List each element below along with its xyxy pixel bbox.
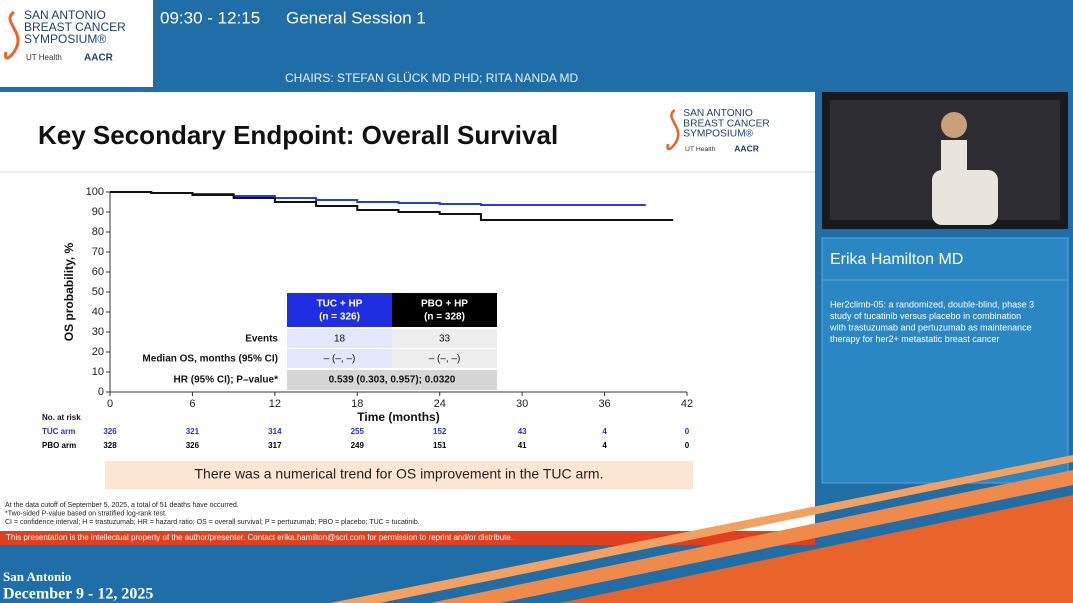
y-tick-label: 100	[86, 186, 104, 198]
risk-value: 4	[602, 441, 607, 450]
risk-value: 43	[518, 427, 527, 436]
inset-cell	[392, 329, 497, 348]
speaker-box	[821, 237, 1069, 484]
stripe	[330, 455, 1073, 603]
presenter-body	[941, 140, 967, 175]
risk-value: 0	[685, 441, 690, 450]
logo-text: SYMPOSIUM®	[24, 32, 106, 46]
y-axis-label: OS probability, %	[62, 242, 76, 341]
y-tick-label: 20	[92, 346, 104, 358]
footnote: CI = confidence interval; H = trastuzuma…	[5, 519, 420, 526]
y-tick-label: 80	[92, 226, 104, 238]
x-tick-label: 36	[598, 398, 610, 410]
x-tick-label: 18	[351, 398, 363, 410]
slide-title: Key Secondary Endpoint: Overall Survival	[38, 120, 558, 150]
risk-value: 314	[268, 427, 282, 436]
inset-value: 33	[439, 334, 451, 345]
logo-text: SAN ANTONIO	[24, 8, 106, 22]
inset-row-label: Events	[245, 334, 278, 345]
y-tick-label: 40	[92, 306, 104, 318]
inset-header-text: PBO + HP	[421, 299, 468, 310]
risk-value: 0	[685, 427, 690, 436]
logo-ribbon	[666, 108, 680, 151]
logo-ut: UT Health	[685, 146, 716, 153]
y-tick-label: 90	[92, 206, 104, 218]
y-tick-label: 30	[92, 326, 104, 338]
speaker-name: Erika Hamilton MD	[830, 251, 963, 268]
ip-notice: This presentation is the intellectual pr…	[6, 533, 513, 542]
inset-cell	[287, 370, 497, 390]
risk-value: 317	[268, 441, 282, 450]
presenter-head	[941, 112, 967, 138]
x-tick-label: 6	[189, 398, 195, 410]
inset-header	[287, 293, 392, 327]
logo-aacr: AACR	[734, 143, 759, 153]
x-tick-label: 30	[516, 398, 528, 410]
logo-ribbon	[4, 10, 20, 60]
banner: There was a numerical trend for OS impro…	[194, 466, 603, 482]
risk-value: 152	[433, 427, 447, 436]
stripe	[430, 470, 1073, 603]
risk-value: 255	[351, 427, 365, 436]
x-tick-label: 0	[107, 398, 113, 410]
risk-value: 151	[433, 441, 447, 450]
inset-header-text: (n = 328)	[424, 312, 465, 323]
logo-ut: UT Health	[26, 53, 62, 62]
risk-value: 326	[186, 441, 200, 450]
ip-bar	[0, 531, 815, 545]
inset-value: – (–, –)	[324, 354, 356, 365]
footer-city: San Antonio	[3, 569, 71, 584]
logo-box	[0, 0, 153, 87]
logo-text: SYMPOSIUM®	[683, 128, 753, 139]
risk-row-name: TUC arm	[42, 427, 75, 436]
risk-value: 328	[103, 441, 117, 450]
inset-header-text: (n = 326)	[319, 312, 360, 323]
y-tick-label: 0	[98, 386, 104, 398]
risk-value: 41	[518, 441, 527, 450]
x-tick-label: 24	[434, 398, 446, 410]
speaker-description: study of tucatinib versus placebo in com…	[830, 311, 1021, 321]
logo-text: BREAST CANCER	[683, 118, 769, 129]
session-name: General Session 1	[286, 8, 426, 27]
risk-title: No. at risk	[42, 413, 81, 422]
risk-value: 249	[351, 441, 365, 450]
logo-text: BREAST CANCER	[24, 20, 126, 34]
x-tick-label: 12	[269, 398, 281, 410]
logo-aacr: AACR	[84, 53, 114, 64]
y-tick-label: 70	[92, 246, 104, 258]
banner-box	[105, 461, 693, 489]
logo-text: SAN ANTONIO	[683, 108, 753, 119]
inset-cell	[392, 349, 497, 368]
presenter	[932, 170, 998, 225]
inset-value: 18	[334, 334, 346, 345]
footer-dates: December 9 - 12, 2025	[3, 586, 153, 603]
inset-cell	[287, 329, 392, 348]
speaker-description: with trastuzumab and pertuzumab as maint…	[829, 322, 1032, 332]
risk-value: 4	[602, 427, 607, 436]
speaker-description: therapy for her2+ metastatic breast canc…	[830, 334, 999, 344]
session-time: 09:30 - 12:15	[160, 8, 260, 27]
stripe	[560, 495, 1073, 603]
chairs: CHAIRS: STEFAN GLÜCK MD PHD; RITA NANDA …	[285, 71, 578, 85]
y-tick-label: 10	[92, 366, 104, 378]
inset-header	[392, 293, 497, 327]
y-tick-label: 60	[92, 266, 104, 278]
x-axis-label: Time (months)	[357, 410, 439, 424]
inset-row-label: HR (95% CI); P–value*	[174, 375, 279, 386]
y-tick-label: 50	[92, 286, 104, 298]
x-tick-label: 42	[681, 398, 693, 410]
inset-cell	[287, 349, 392, 368]
risk-row-name: PBO arm	[42, 441, 76, 450]
inset-header-text: TUC + HP	[317, 299, 363, 310]
inset-value: 0.539 (0.303, 0.957); 0.0320	[329, 375, 456, 386]
speaker-description: Her2climb-05: a randomized, double-blind…	[830, 299, 1034, 309]
risk-value: 321	[186, 427, 200, 436]
risk-value: 326	[103, 427, 117, 436]
survival-curve	[110, 191, 674, 221]
inset-value: – (–, –)	[429, 354, 461, 365]
inset-row-label: Median OS, months (95% CI)	[142, 354, 278, 365]
footnote: *Two-sided P-value based on stratified l…	[5, 510, 167, 517]
footnote: At the data cutoff of September 5, 2025,…	[5, 502, 239, 509]
